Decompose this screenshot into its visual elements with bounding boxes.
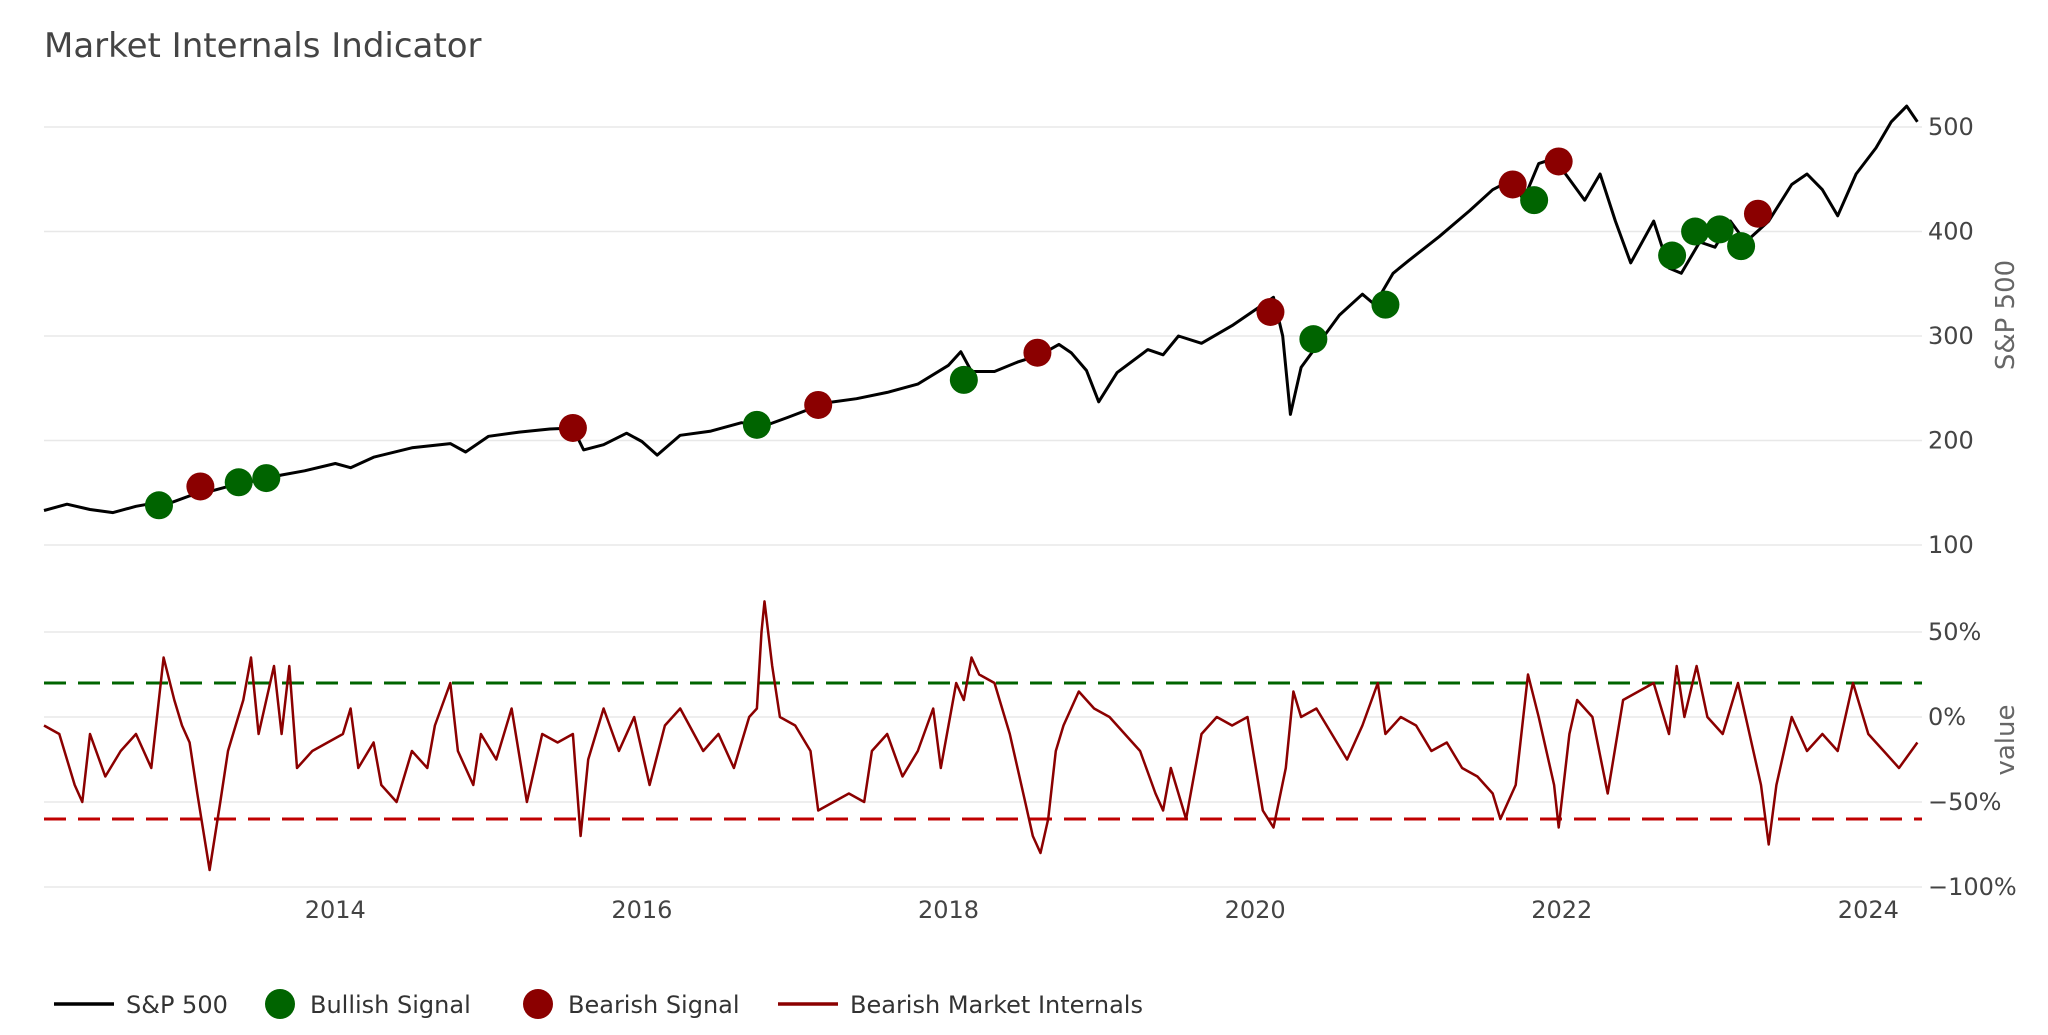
- bottom-y-tick-label: 50%: [1928, 618, 1981, 646]
- axis-titles: S&P 500 value: [1991, 260, 2021, 776]
- sp500-series: [43, 104, 1919, 515]
- top-panel-grid: [44, 126, 1922, 546]
- threshold-lines: [44, 681, 1922, 821]
- x-tick-label: 2020: [1225, 896, 1286, 924]
- bullish-signal-marker: [1520, 186, 1549, 215]
- bottom-panel-grid: [44, 631, 1922, 888]
- x-tick-label: 2018: [918, 896, 979, 924]
- x-tick-label: 2024: [1838, 896, 1899, 924]
- bearish-signal-marker: [1743, 199, 1772, 228]
- bullish-signal-marker: [1681, 217, 1710, 246]
- market-internals-line: [43, 600, 1919, 872]
- legend-label: Bearish Signal: [568, 991, 740, 1019]
- legend-label: Bearish Market Internals: [850, 991, 1143, 1019]
- legend-label: S&P 500: [126, 991, 228, 1019]
- bullish-signal-marker: [1658, 241, 1687, 270]
- signal-markers: [144, 147, 1772, 520]
- bullish-signal-marker: [224, 468, 253, 497]
- bullish-signal-marker: [1705, 215, 1734, 244]
- legend-label: Bullish Signal: [310, 991, 471, 1019]
- legend[interactable]: S&P 500 Bullish Signal Bearish Signal Beari…: [54, 989, 1143, 1019]
- x-tick-label: 2014: [305, 896, 366, 924]
- internals-series: [43, 600, 1919, 872]
- x-tick-label: 2016: [611, 896, 672, 924]
- bottom-y-tick-label: −50%: [1928, 788, 2001, 816]
- legend-swatch-marker: [523, 989, 553, 1019]
- top-y-tick-label: 500: [1928, 113, 1974, 141]
- top-y-tick-label: 200: [1928, 427, 1974, 455]
- sp500-line: [43, 104, 1919, 515]
- bullish-signal-marker: [144, 491, 173, 520]
- legend-swatch-marker: [265, 989, 295, 1019]
- top-y-tick-label: 400: [1928, 218, 1974, 246]
- top-y-axis-title: S&P 500: [1991, 260, 2021, 370]
- bearish-signal-marker: [1256, 297, 1285, 326]
- top-y-tick-label: 300: [1928, 322, 1974, 350]
- x-tick-label: 2022: [1531, 896, 1592, 924]
- bullish-signal-marker: [1299, 325, 1328, 354]
- bearish-signal-marker: [804, 390, 833, 419]
- bearish-signal-marker: [1544, 147, 1573, 176]
- chart-title: Market Internals Indicator: [44, 26, 482, 66]
- bearish-signal-marker: [1023, 338, 1052, 367]
- axis-ticks: 100 200 300 400 500 50% 0% −50% −100% 2014 2016 201…: [305, 113, 2017, 924]
- bearish-signal-marker: [186, 472, 215, 501]
- bearish-signal-marker: [1498, 170, 1527, 199]
- bullish-signal-marker: [252, 464, 281, 493]
- bullish-signal-marker: [1727, 232, 1756, 261]
- bullish-signal-marker: [1371, 290, 1400, 319]
- bearish-signal-marker: [558, 413, 587, 442]
- bottom-y-tick-label: −100%: [1928, 873, 2017, 901]
- bottom-y-axis-title: value: [1991, 704, 2021, 775]
- top-y-tick-label: 100: [1928, 531, 1974, 559]
- bottom-y-tick-label: 0%: [1928, 703, 1966, 731]
- bullish-signal-marker: [742, 410, 771, 439]
- bullish-signal-marker: [949, 365, 978, 394]
